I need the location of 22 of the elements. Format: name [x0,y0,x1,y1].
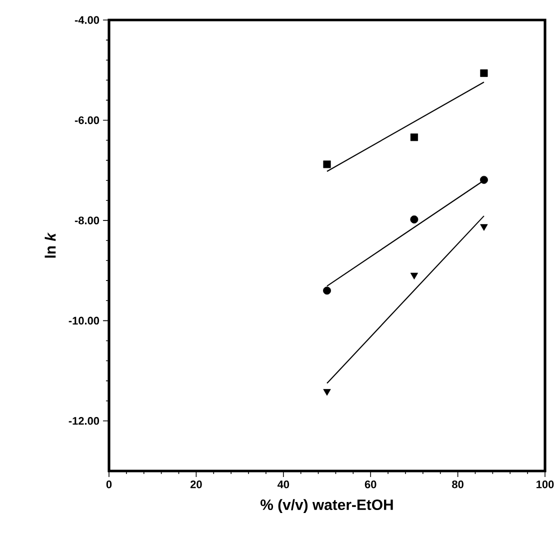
x-tick-label: 60 [364,480,376,488]
y-tick-label: -8.00 [74,216,100,224]
x-tick-label: 40 [277,480,290,488]
y-axis-title: ln k [44,232,56,258]
x-tick-label: 80 [452,480,464,488]
point [323,160,331,168]
point [480,224,488,231]
point [480,69,488,77]
point [410,133,418,142]
y-tick-label: -4.00 [74,16,100,24]
y-tick-label: -10.00 [68,316,100,325]
point [410,272,418,280]
point [480,176,488,184]
x-tick-label: 0 [106,480,112,488]
x-tick-label: 20 [190,480,202,488]
y-tick-label: -12.00 [68,417,100,425]
x-tick-label: 100 [536,480,554,488]
point [323,286,331,295]
point [323,389,331,396]
y-tick-label: -6.00 [74,116,100,124]
x-axis-title: % (v/v) water-EtOH [260,499,393,514]
point [410,215,418,224]
